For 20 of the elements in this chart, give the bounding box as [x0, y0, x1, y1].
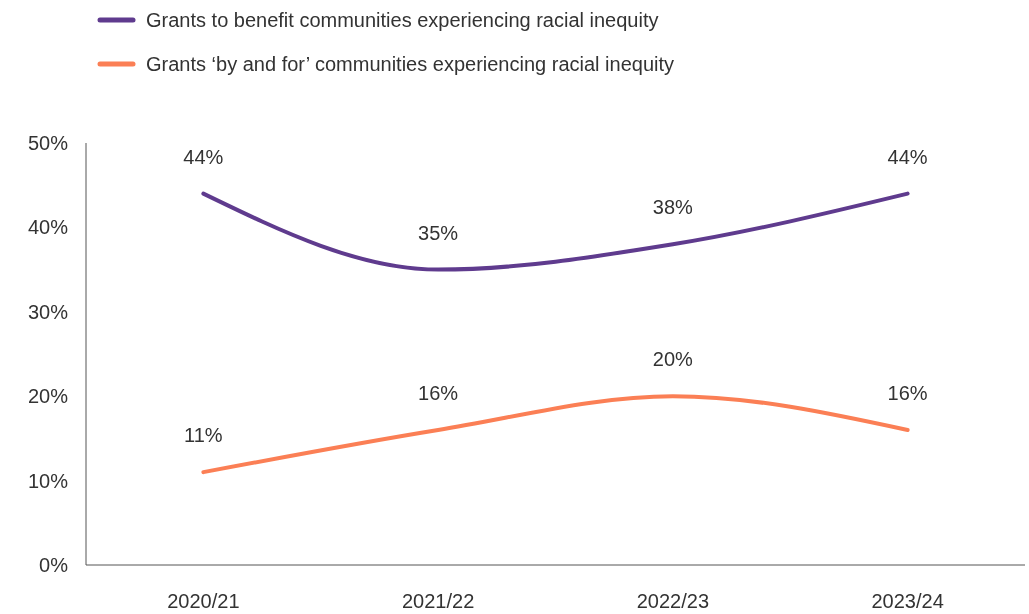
y-tick-label: 30% [27, 300, 69, 323]
data-label: 35% [418, 221, 459, 244]
data-label: 44% [887, 145, 928, 168]
data-label: 44% [183, 145, 224, 168]
legend-label: Grants ‘by and for’ communities experiencing racial inequity [146, 53, 675, 75]
y-tick-label: 50% [27, 132, 69, 154]
y-tick-label: 40% [27, 216, 69, 239]
x-tick-label: 2020/21 [167, 590, 240, 612]
data-label: 20% [652, 348, 694, 371]
y-tick-label: 20% [27, 385, 69, 408]
y-tick-label: 0% [39, 554, 69, 576]
data-label: 16% [418, 381, 459, 404]
x-tick-label: 2023/24 [871, 590, 944, 612]
data-label: 11% [184, 424, 223, 447]
x-tick-label: 2022/23 [636, 590, 710, 612]
y-tick-label: 10% [27, 469, 69, 492]
data-label: 16% [887, 381, 928, 404]
data-label: 38% [652, 196, 694, 219]
legend-label: Grants to benefit communities experiencing racial inequity [146, 9, 659, 31]
x-tick-label: 2021/22 [401, 590, 475, 612]
